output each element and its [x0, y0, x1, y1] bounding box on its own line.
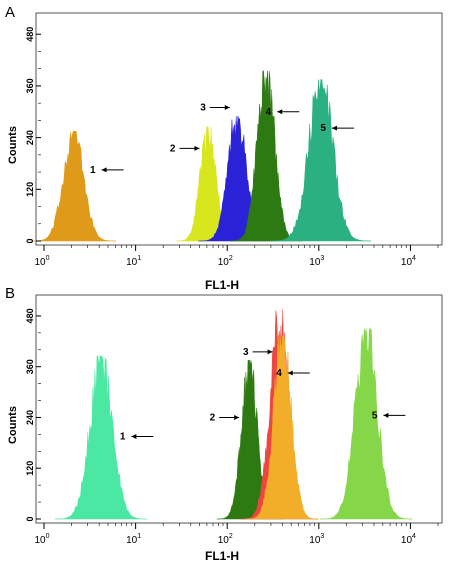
y-tick-label: 0	[25, 516, 35, 521]
peak-label-4: 4	[266, 107, 300, 118]
peak-label-1: 1	[90, 165, 124, 176]
y-tick-label: 360	[25, 78, 35, 93]
peak-label-text: 3	[243, 347, 249, 358]
peak-label-5: 5	[372, 410, 406, 421]
peak-label-2: 2	[210, 412, 240, 423]
x-tick-label: 100	[34, 533, 49, 546]
panel-b: B Counts FL1-H 0 120 240 360 480 100 101 102 103…	[5, 285, 443, 563]
panel-a: A Counts FL1-H 0 120 240 360 480 100 101 102 103…	[5, 4, 443, 292]
y-tick-label: 120	[25, 182, 35, 197]
peak-arrow-head	[383, 412, 389, 418]
histogram-series-5	[320, 328, 413, 520]
x-tick-label: 100	[34, 255, 49, 268]
peak-arrow-head	[287, 370, 293, 376]
peak-label-3: 3	[243, 347, 273, 358]
peak-label-text: 5	[372, 410, 378, 421]
series-layer	[54, 309, 413, 520]
y-tick-label: 360	[25, 359, 35, 374]
peak-label-text: 2	[170, 143, 176, 154]
x-tick-label: 102	[218, 255, 233, 268]
peak-label-text: 4	[276, 368, 282, 379]
y-tick-label: 480	[25, 308, 35, 323]
peak-arrow-head	[224, 104, 230, 110]
tick-layer: 0 120 240 360 480 100 101 102 103 104	[25, 308, 439, 546]
plot-frame	[35, 12, 443, 246]
peak-label-2: 2	[170, 143, 200, 154]
peak-label-layer: 1 2 3 4 5	[120, 347, 406, 443]
tick-layer: 0 120 240 360 480 100 101 102 103 104	[25, 27, 439, 268]
y-axis-title: Counts	[7, 126, 19, 164]
x-tick-label: 101	[126, 255, 141, 268]
panel-label: B	[5, 285, 15, 302]
x-tick-label: 104	[401, 255, 416, 268]
x-tick-label: 103	[309, 533, 324, 546]
peak-arrow-head	[101, 167, 107, 173]
peak-label-text: 3	[200, 102, 206, 113]
peak-arrow-head	[267, 349, 273, 355]
y-axis-title: Counts	[7, 406, 19, 444]
x-tick-label: 104	[401, 533, 416, 546]
x-tick-label: 102	[218, 533, 233, 546]
y-tick-label: 240	[25, 130, 35, 145]
peak-label-3: 3	[200, 102, 230, 113]
peak-label-text: 1	[120, 432, 126, 443]
peak-label-text: 1	[90, 165, 96, 176]
peak-label-5: 5	[320, 123, 354, 134]
peak-label-text: 4	[266, 107, 272, 118]
panel-label: A	[5, 4, 15, 21]
peak-label-1: 1	[120, 432, 154, 443]
peak-arrow-head	[277, 109, 283, 115]
peak-arrow-head	[234, 414, 240, 420]
peak-arrow-head	[131, 434, 137, 439]
peak-label-layer: 1 2 3 4 5	[90, 102, 354, 176]
y-tick-label: 240	[25, 410, 35, 425]
x-tick-label: 103	[309, 255, 324, 268]
plot-frame	[35, 294, 443, 524]
histogram-series-5	[270, 79, 371, 242]
peak-label-4: 4	[276, 368, 310, 379]
series-layer	[31, 70, 371, 242]
y-tick-label: 0	[25, 238, 35, 243]
peak-label-text: 2	[210, 412, 216, 423]
y-tick-label: 120	[25, 461, 35, 476]
x-axis-title: FL1-H	[205, 278, 239, 292]
histogram-series-1	[31, 130, 116, 242]
x-axis-title: FL1-H	[205, 549, 239, 563]
y-tick-label: 480	[25, 27, 35, 42]
peak-label-text: 5	[320, 123, 326, 134]
x-tick-label: 101	[126, 533, 141, 546]
peak-arrow-head	[331, 125, 337, 131]
histogram-series-4	[245, 334, 319, 520]
peak-arrow-head	[194, 145, 200, 151]
histogram-series-1	[54, 355, 148, 520]
